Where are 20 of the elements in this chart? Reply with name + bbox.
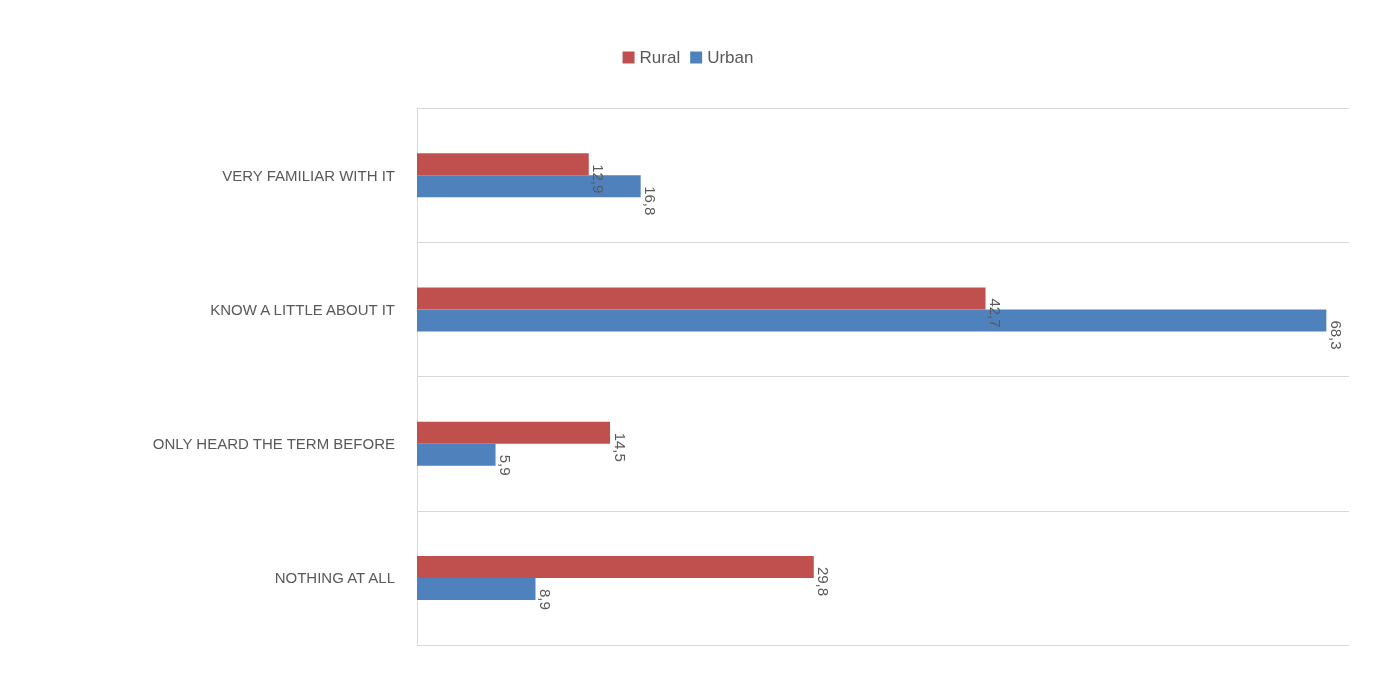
- legend-label: Urban: [707, 48, 754, 67]
- y-tick-label: ONLY HEARD THE TERM BEFORE: [152, 435, 395, 453]
- bar: [417, 555, 814, 578]
- data-label: 16,8: [642, 186, 660, 216]
- y-tick-label: KNOW A LITTLE ABOUT IT: [210, 300, 395, 318]
- data-label: 12,9: [590, 164, 608, 194]
- bar: [417, 287, 986, 310]
- data-label: 29,8: [815, 566, 833, 597]
- y-tick-label: VERY FAMILIAR WITH IT: [222, 166, 395, 184]
- data-label: 14,5: [611, 432, 629, 462]
- data-label: 8,9: [537, 588, 554, 610]
- bar: [417, 577, 536, 600]
- y-tick-label: NOTHING AT ALL: [274, 569, 395, 587]
- bar: [417, 443, 496, 466]
- legend-label: Rural: [639, 48, 681, 67]
- bar: [417, 153, 589, 176]
- data-label: 68,3: [1327, 320, 1345, 350]
- bar: [417, 421, 611, 444]
- data-label: 42,7: [987, 298, 1005, 328]
- data-label: 5,9: [497, 454, 515, 476]
